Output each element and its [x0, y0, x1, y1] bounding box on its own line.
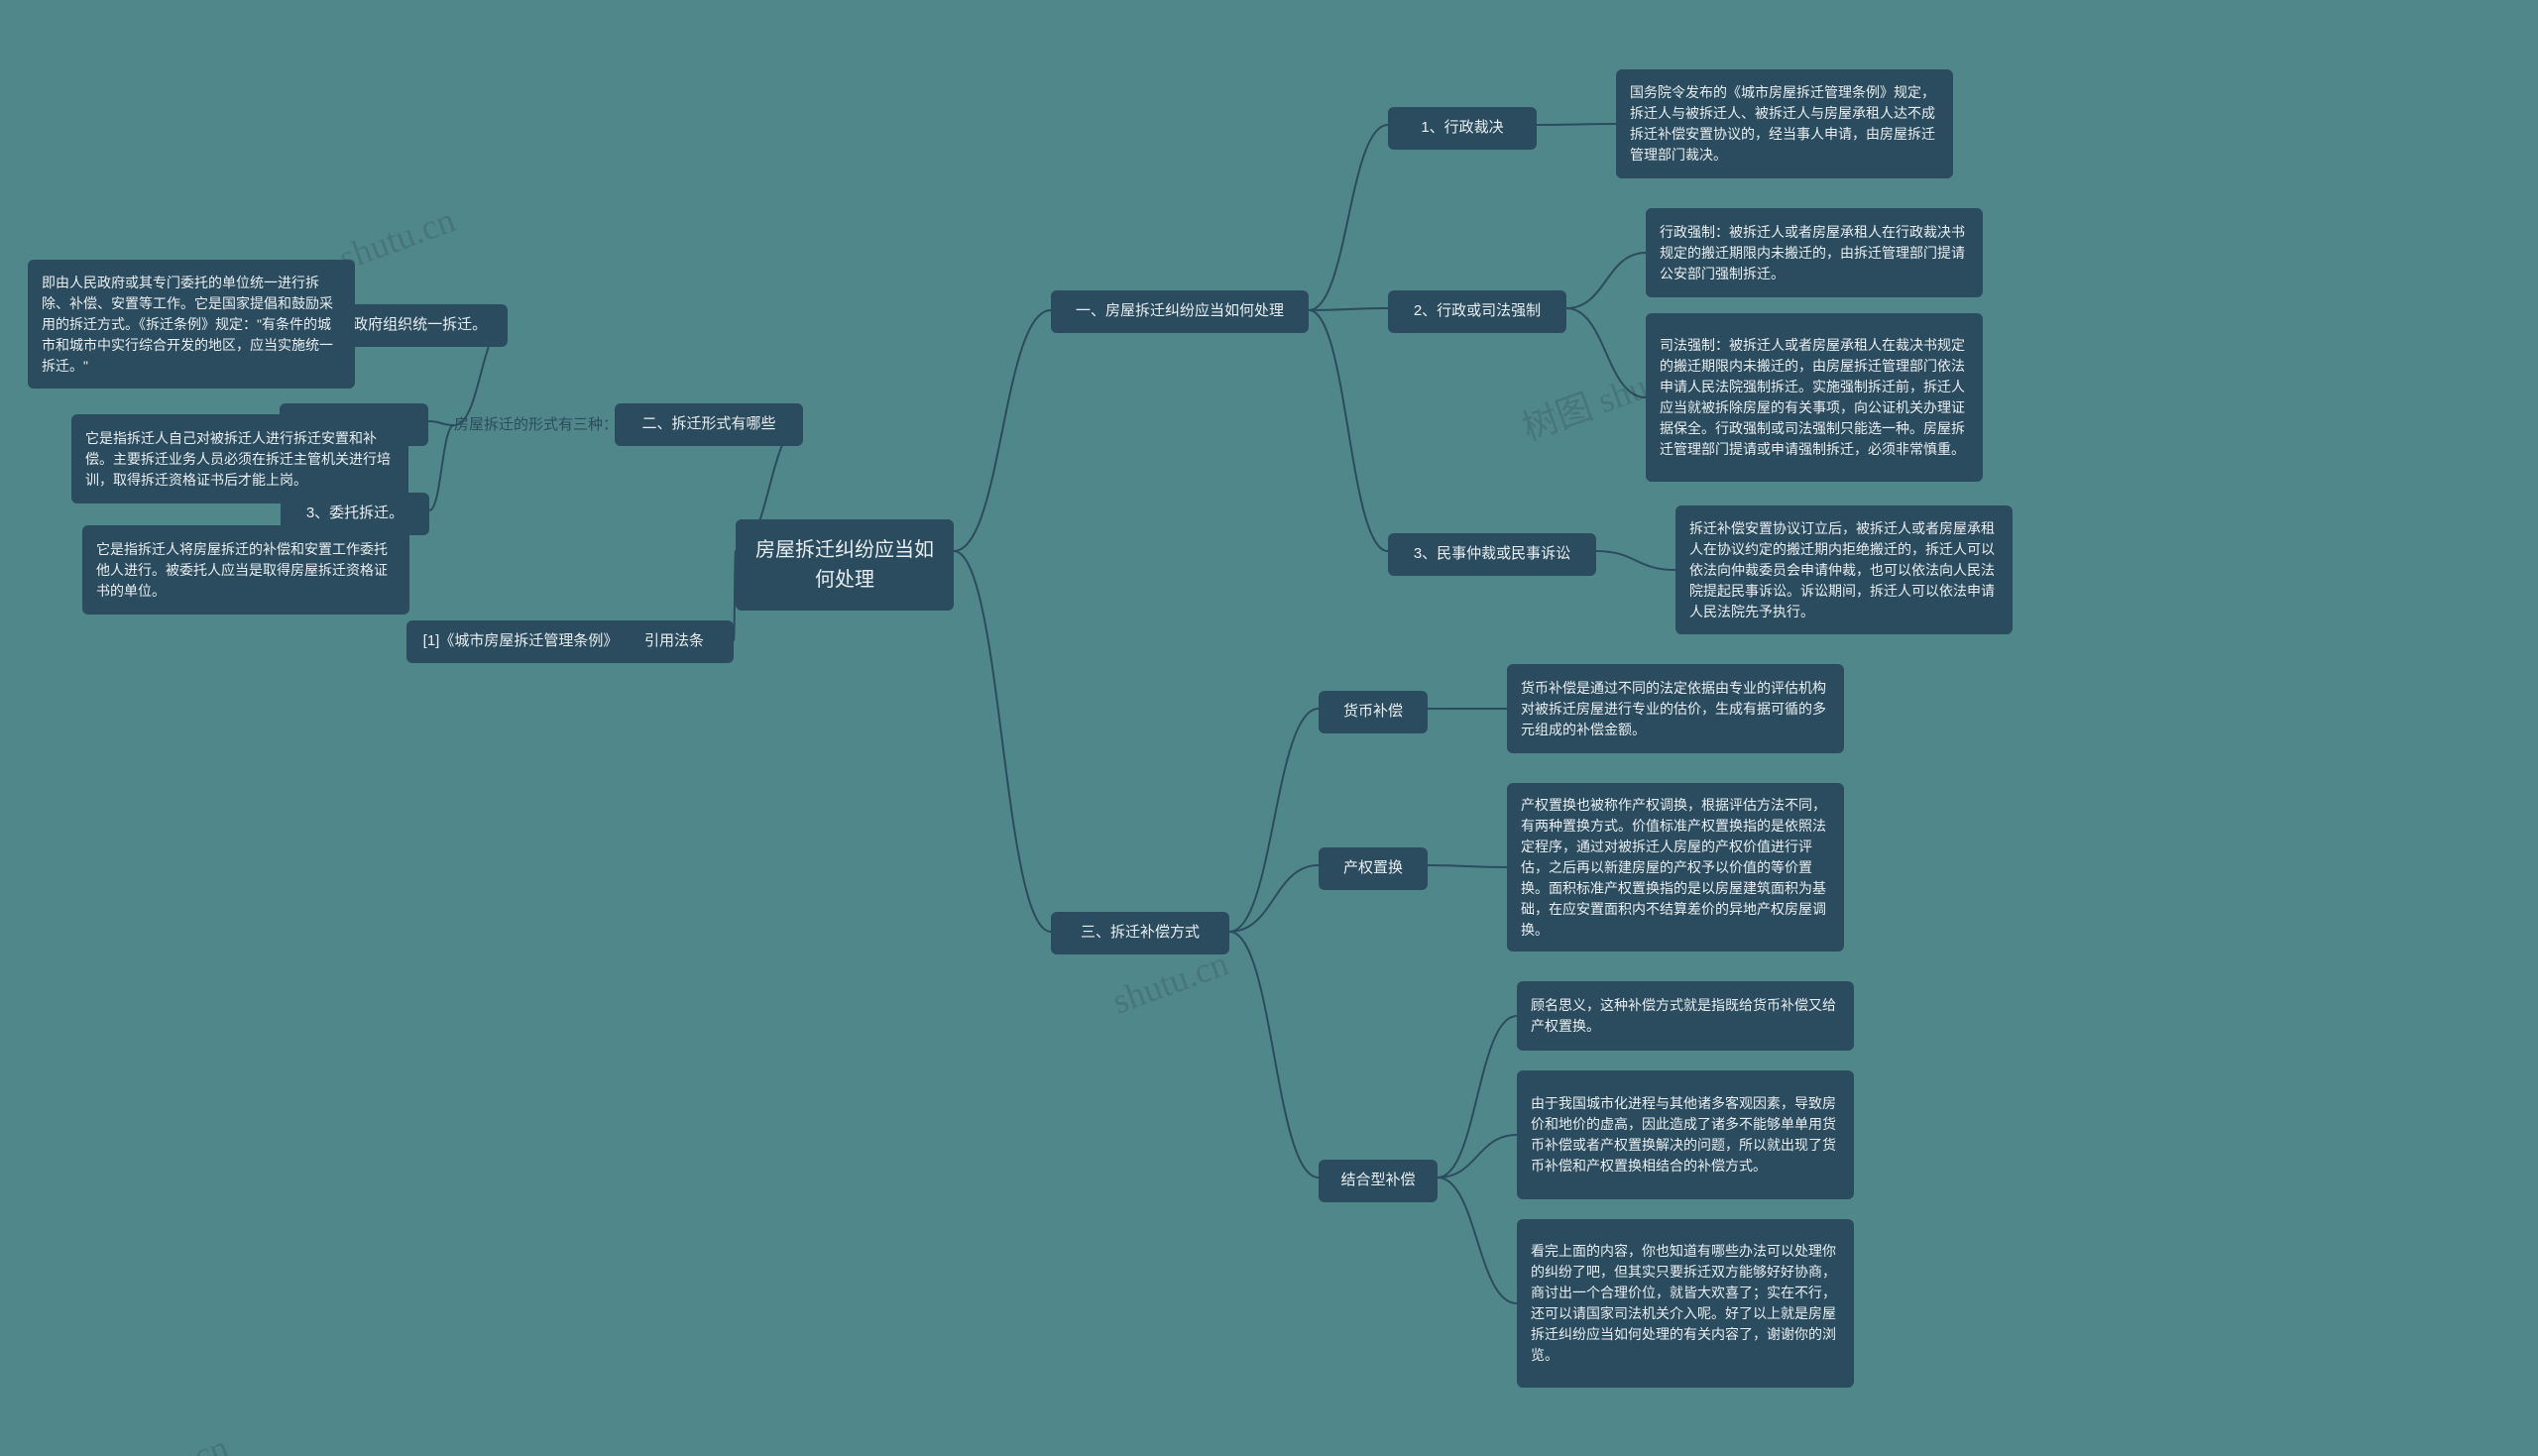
node-text: 由于我国城市化进程与其他诸多客观因素，导致房价和地价的虚高，因此造成了诸多不能够… [1531, 1093, 1840, 1176]
node-text: 顾名思义，这种补偿方式就是指既给货币补偿又给产权置换。 [1531, 995, 1840, 1037]
node-text: 司法强制：被拆迁人或者房屋承租人在裁决书规定的搬迁期限内未搬迁的，由房屋拆迁管理… [1660, 335, 1969, 460]
node-text: 行政强制：被拆迁人或者房屋承租人在行政裁决书规定的搬迁期限内未搬迁的，由拆迁管理… [1660, 222, 1969, 284]
node-b1-3-d: 拆迁补偿安置协议订立后，被拆迁人或者房屋承租人在协议约定的搬迁期内拒绝搬迁的，拆… [1675, 505, 2013, 634]
node-text: 即由人民政府或其专门委托的单位统一进行拆除、补偿、安置等工作。它是国家提倡和鼓励… [42, 273, 341, 377]
node-text: 货币补偿是通过不同的法定依据由专业的评估机构对被拆迁房屋进行专业的估价，生成有据… [1521, 678, 1830, 740]
node-text: 3、委托拆迁。 [306, 503, 404, 525]
node-text: 货币补偿 [1343, 701, 1403, 724]
node-text: 产权置换也被称作产权调换，根据评估方法不同，有两种置换方式。价值标准产权置换指的… [1521, 795, 1830, 941]
node-b2-2-d: 它是指拆迁人自己对被拆迁人进行拆迁安置和补偿。主要拆迁业务人员必须在拆迁主管机关… [71, 414, 408, 504]
node-b3-3-d2: 由于我国城市化进程与其他诸多客观因素，导致房价和地价的虚高，因此造成了诸多不能够… [1517, 1070, 1854, 1199]
node-text: 看完上面的内容，你也知道有哪些办法可以处理你的纠纷了吧，但其实只要拆迁双方能够好… [1531, 1241, 1840, 1366]
node-b2-3-d: 它是指拆迁人将房屋拆迁的补偿和安置工作委托他人进行。被委托人应当是取得房屋拆迁资… [82, 525, 409, 615]
node-text: 引用法条 [644, 630, 704, 653]
node-root: 房屋拆迁纠纷应当如何处理 [736, 519, 954, 611]
watermark: shutu.cn [1106, 943, 1233, 1023]
node-b3-1: 货币补偿 [1319, 691, 1428, 733]
node-b4-1: [1]《城市房屋拆迁管理条例》 [406, 620, 634, 663]
node-text: 三、拆迁补偿方式 [1081, 922, 1200, 945]
node-b1-2-d2: 司法强制：被拆迁人或者房屋承租人在裁决书规定的搬迁期限内未搬迁的，由房屋拆迁管理… [1646, 313, 1983, 482]
node-text: 3、民事仲裁或民事诉讼 [1414, 543, 1570, 566]
node-b1-1: 1、行政裁决 [1388, 107, 1537, 150]
node-text: 二、拆迁形式有哪些 [641, 413, 775, 436]
node-b2-1-d: 即由人民政府或其专门委托的单位统一进行拆除、补偿、安置等工作。它是国家提倡和鼓励… [28, 260, 355, 389]
node-b3-1-d: 货币补偿是通过不同的法定依据由专业的评估机构对被拆迁房屋进行专业的估价，生成有据… [1507, 664, 1844, 753]
node-b3: 三、拆迁补偿方式 [1051, 912, 1229, 954]
watermark: tu.cn [154, 1426, 234, 1456]
node-b3-2-d: 产权置换也被称作产权调换，根据评估方法不同，有两种置换方式。价值标准产权置换指的… [1507, 783, 1844, 952]
node-text: 国务院令发布的《城市房屋拆迁管理条例》规定，拆迁人与被拆迁人、被拆迁人与房屋承租… [1630, 82, 1939, 166]
connector-layer [0, 0, 2538, 1456]
label-lbl-forms: 房屋拆迁的形式有三种： [454, 413, 618, 434]
node-b1-3: 3、民事仲裁或民事诉讼 [1388, 533, 1596, 576]
node-b3-3-d1: 顾名思义，这种补偿方式就是指既给货币补偿又给产权置换。 [1517, 981, 1854, 1051]
node-text: 产权置换 [1343, 857, 1403, 880]
node-b3-3: 结合型补偿 [1319, 1160, 1438, 1202]
node-text: 它是指拆迁人将房屋拆迁的补偿和安置工作委托他人进行。被委托人应当是取得房屋拆迁资… [96, 539, 396, 602]
node-text: 结合型补偿 [1340, 1170, 1415, 1192]
node-text: 它是指拆迁人自己对被拆迁人进行拆迁安置和补偿。主要拆迁业务人员必须在拆迁主管机关… [85, 428, 395, 491]
node-text: 房屋拆迁纠纷应当如何处理 [755, 535, 934, 595]
node-b1: 一、房屋拆迁纠纷应当如何处理 [1051, 290, 1309, 333]
node-text: 2、行政或司法强制 [1414, 300, 1541, 323]
node-b1-2: 2、行政或司法强制 [1388, 290, 1566, 333]
node-text: 拆迁补偿安置协议订立后，被拆迁人或者房屋承租人在协议约定的搬迁期内拒绝搬迁的，拆… [1689, 518, 1999, 622]
node-b2: 二、拆迁形式有哪些 [615, 403, 803, 446]
node-b1-2-d1: 行政强制：被拆迁人或者房屋承租人在行政裁决书规定的搬迁期限内未搬迁的，由拆迁管理… [1646, 208, 1983, 297]
node-b1-1-d: 国务院令发布的《城市房屋拆迁管理条例》规定，拆迁人与被拆迁人、被拆迁人与房屋承租… [1616, 69, 1953, 178]
node-text: [1]《城市房屋拆迁管理条例》 [423, 630, 619, 653]
node-b3-3-d3: 看完上面的内容，你也知道有哪些办法可以处理你的纠纷了吧，但其实只要拆迁双方能够好… [1517, 1219, 1854, 1388]
node-text: 1、行政裁决 [1421, 117, 1503, 140]
node-text: 一、房屋拆迁纠纷应当如何处理 [1076, 300, 1284, 323]
node-b3-2: 产权置换 [1319, 847, 1428, 890]
